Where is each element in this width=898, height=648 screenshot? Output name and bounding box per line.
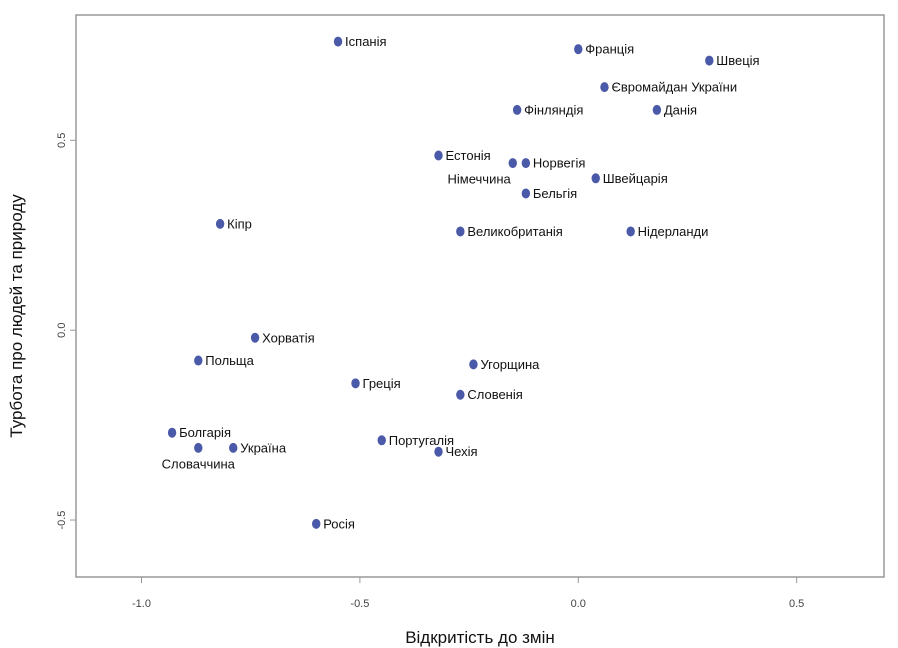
data-point: Кіпр xyxy=(215,216,252,231)
data-point: Словенія xyxy=(456,387,523,402)
point-label: Росія xyxy=(323,516,355,531)
data-point: Греція xyxy=(351,376,401,391)
point-label: Кіпр xyxy=(227,216,252,231)
data-point: Польща xyxy=(194,353,255,368)
point-label: Португалія xyxy=(389,433,454,448)
point-marker xyxy=(521,158,531,169)
x-tick-label: -0.5 xyxy=(350,598,369,610)
x-tick-label: -1.0 xyxy=(132,598,151,610)
data-point: Бельгія xyxy=(521,186,577,201)
point-label: Німеччина xyxy=(448,172,512,187)
data-point: Швеція xyxy=(705,53,760,68)
data-point: Хорватія xyxy=(250,330,315,345)
point-label: Болгарія xyxy=(179,425,231,440)
point-label: Данія xyxy=(664,102,697,117)
data-point: Великобританія xyxy=(456,224,563,239)
point-marker xyxy=(250,332,260,343)
data-point: Німеччина xyxy=(448,158,517,187)
point-marker xyxy=(512,104,522,115)
data-point: Естонія xyxy=(434,148,491,163)
data-point: Чехія xyxy=(434,444,478,459)
data-point: Швейцарія xyxy=(591,171,668,186)
data-point: Данія xyxy=(652,102,697,117)
x-axis-title: Відкритість до змін xyxy=(405,628,555,647)
data-point: Фінляндія xyxy=(512,102,583,117)
x-tick-label: 0.0 xyxy=(571,598,586,610)
point-label: Франція xyxy=(585,42,634,57)
point-label: Естонія xyxy=(446,148,491,163)
point-marker xyxy=(434,150,443,161)
point-label: Великобританія xyxy=(467,224,562,239)
plot-frame xyxy=(75,14,885,578)
data-point: Франція xyxy=(574,42,634,57)
y-tick-label: -0.5 xyxy=(56,511,68,530)
point-marker xyxy=(351,378,360,389)
point-label: Греція xyxy=(363,376,401,391)
point-label: Україна xyxy=(240,440,287,455)
point-marker xyxy=(434,446,443,457)
point-marker xyxy=(456,389,465,400)
point-label: Хорватія xyxy=(262,330,315,345)
point-marker xyxy=(626,226,635,237)
point-label: Швейцарія xyxy=(603,171,668,186)
point-marker xyxy=(652,104,662,115)
point-label: Євромайдан України xyxy=(611,80,737,95)
point-label: Іспанія xyxy=(345,34,387,49)
data-point: Україна xyxy=(229,440,287,455)
point-label: Норвегія xyxy=(533,156,586,171)
point-marker xyxy=(194,355,203,366)
y-tick-label: 0.0 xyxy=(56,323,68,338)
data-point: Угорщина xyxy=(469,357,540,372)
point-marker xyxy=(194,442,203,453)
point-label: Чехія xyxy=(446,444,478,459)
point-label: Бельгія xyxy=(533,186,577,201)
x-tick-label: 0.5 xyxy=(789,598,804,610)
point-marker xyxy=(508,158,517,169)
point-label: Словаччина xyxy=(162,456,236,471)
point-marker xyxy=(333,36,343,47)
data-point: Болгарія xyxy=(167,425,231,440)
point-marker xyxy=(469,359,478,370)
x-axis-ticks: -1.0 -0.5 0.0 0.5 xyxy=(132,577,804,610)
point-marker xyxy=(521,188,531,199)
point-label: Фінляндія xyxy=(524,102,583,117)
data-point: Норвегія xyxy=(521,156,586,171)
point-marker xyxy=(705,55,714,66)
point-marker xyxy=(229,442,238,453)
data-point: Іспанія xyxy=(333,34,387,49)
points-layer: Іспанія Франція Швеція Євромайдан України Фі… xyxy=(162,34,760,531)
point-marker xyxy=(456,226,465,237)
point-label: Угорщина xyxy=(480,357,540,372)
point-marker xyxy=(591,173,600,184)
data-point: Євромайдан України xyxy=(600,80,737,95)
data-point: Нідерланди xyxy=(626,224,708,239)
point-marker xyxy=(377,435,386,446)
y-axis-ticks: 0.5 0.0 -0.5 xyxy=(56,133,76,530)
point-marker xyxy=(600,82,609,93)
point-marker xyxy=(312,518,321,529)
point-marker xyxy=(574,44,583,55)
point-label: Швеція xyxy=(716,53,759,68)
point-marker xyxy=(215,218,225,229)
y-tick-label: 0.5 xyxy=(56,133,68,148)
point-label: Нідерланди xyxy=(638,224,709,239)
data-point: Португалія xyxy=(377,433,454,448)
data-point: Росія xyxy=(312,516,355,531)
data-point: Словаччина xyxy=(162,442,236,471)
point-label: Словенія xyxy=(467,387,522,402)
point-marker xyxy=(167,427,177,438)
y-axis-title: Турбота про людей та природу xyxy=(7,194,26,438)
point-label: Польща xyxy=(205,353,254,368)
